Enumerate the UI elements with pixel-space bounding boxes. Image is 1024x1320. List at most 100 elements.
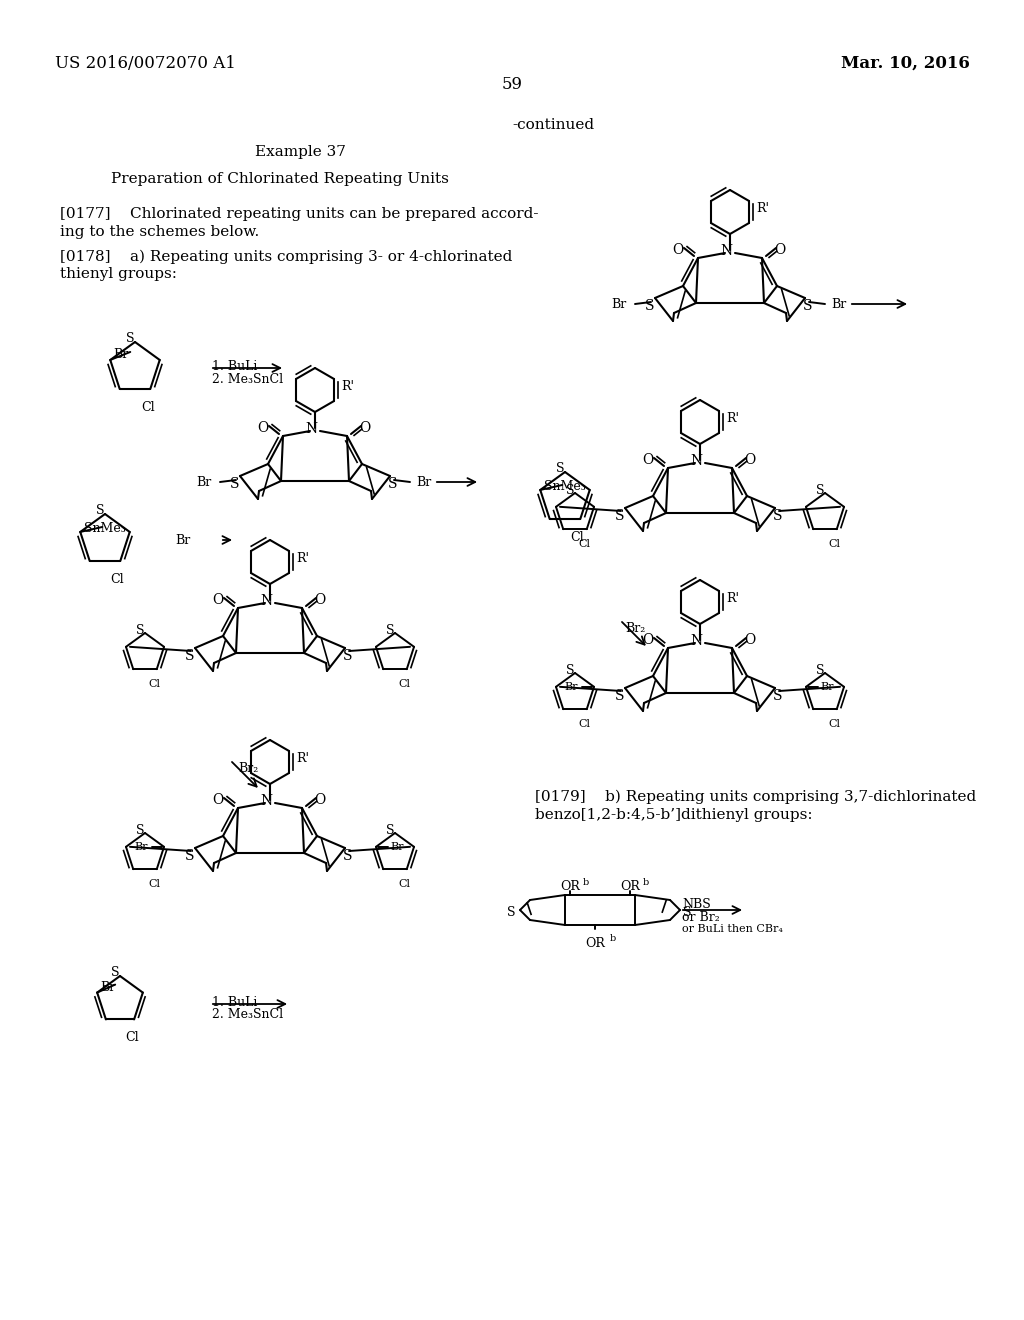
Text: N: N — [260, 795, 272, 808]
Text: S: S — [136, 623, 144, 636]
Text: O: O — [359, 421, 371, 436]
Text: OR: OR — [560, 880, 580, 894]
Text: [0179]    b) Repeating units comprising 3,7-dichlorinated: [0179] b) Repeating units comprising 3,7… — [535, 789, 976, 804]
Text: S: S — [615, 689, 625, 704]
Text: US 2016/0072070 A1: US 2016/0072070 A1 — [55, 55, 236, 73]
Text: R': R' — [726, 412, 739, 425]
Text: S: S — [386, 824, 394, 837]
Text: Br: Br — [820, 682, 834, 692]
Text: 59: 59 — [502, 77, 522, 92]
Text: S: S — [388, 477, 397, 491]
Text: Example 37: Example 37 — [255, 145, 345, 158]
Text: Br: Br — [197, 475, 212, 488]
Text: S: S — [683, 906, 691, 919]
Text: [0178]    a) Repeating units comprising 3- or 4-chlorinated: [0178] a) Repeating units comprising 3- … — [60, 249, 512, 264]
Text: S: S — [230, 477, 240, 491]
Text: S: S — [565, 664, 574, 676]
Text: NBS: NBS — [682, 898, 711, 911]
Text: N: N — [305, 422, 317, 436]
Text: S: S — [816, 664, 824, 676]
Text: S: S — [185, 849, 195, 863]
Text: R': R' — [726, 591, 739, 605]
Text: R': R' — [296, 751, 309, 764]
Text: O: O — [642, 634, 653, 647]
Text: R': R' — [296, 552, 309, 565]
Text: Cl: Cl — [579, 719, 591, 729]
Text: S: S — [773, 510, 782, 523]
Text: O: O — [774, 243, 785, 257]
Text: Cl: Cl — [398, 879, 411, 890]
Text: Br₂: Br₂ — [238, 762, 258, 775]
Text: S: S — [185, 649, 195, 663]
Text: O: O — [212, 793, 223, 807]
Text: S: S — [386, 623, 394, 636]
Text: O: O — [314, 793, 326, 807]
Text: SnMe₃: SnMe₃ — [84, 523, 126, 536]
Text: O: O — [314, 593, 326, 607]
Text: Br: Br — [175, 533, 190, 546]
Text: -continued: -continued — [512, 117, 594, 132]
Text: Br: Br — [100, 981, 116, 994]
Text: Cl: Cl — [579, 539, 591, 549]
Text: N: N — [260, 594, 272, 609]
Text: Br: Br — [611, 297, 627, 310]
Text: Cl: Cl — [398, 680, 411, 689]
Text: ing to the schemes below.: ing to the schemes below. — [60, 224, 259, 239]
Text: O: O — [257, 421, 268, 436]
Text: S: S — [136, 824, 144, 837]
Text: Br: Br — [114, 348, 129, 362]
Text: Cl: Cl — [148, 879, 161, 890]
Text: S: S — [816, 483, 824, 496]
Text: N: N — [690, 454, 702, 469]
Text: R': R' — [756, 202, 769, 214]
Text: S: S — [556, 462, 564, 475]
Text: N: N — [690, 634, 702, 648]
Text: S: S — [803, 300, 813, 313]
Text: S: S — [126, 333, 134, 346]
Text: or BuLi then CBr₄: or BuLi then CBr₄ — [682, 924, 783, 935]
Text: N: N — [720, 244, 732, 257]
Text: thienyl groups:: thienyl groups: — [60, 267, 177, 281]
Text: O: O — [744, 453, 756, 467]
Text: b: b — [610, 935, 616, 942]
Text: 2. Me₃SnCl: 2. Me₃SnCl — [212, 1008, 283, 1020]
Text: R': R' — [341, 380, 354, 392]
Text: S: S — [96, 504, 104, 517]
Text: S: S — [507, 906, 515, 919]
Text: Br₂: Br₂ — [625, 622, 645, 635]
Text: Mar. 10, 2016: Mar. 10, 2016 — [841, 55, 970, 73]
Text: O: O — [673, 243, 684, 257]
Text: or Br₂: or Br₂ — [682, 911, 720, 924]
Text: S: S — [111, 966, 119, 979]
Text: S: S — [565, 483, 574, 496]
Text: S: S — [615, 510, 625, 523]
Text: Cl: Cl — [148, 680, 161, 689]
Text: Preparation of Chlorinated Repeating Units: Preparation of Chlorinated Repeating Uni… — [111, 172, 449, 186]
Text: Cl: Cl — [125, 1031, 139, 1044]
Text: 1. BuLi: 1. BuLi — [212, 360, 257, 374]
Text: Br: Br — [416, 475, 431, 488]
Text: 1. BuLi: 1. BuLi — [212, 997, 257, 1008]
Text: S: S — [645, 300, 654, 313]
Text: OR: OR — [585, 937, 605, 950]
Text: Br: Br — [390, 842, 403, 851]
Text: S: S — [773, 689, 782, 704]
Text: O: O — [212, 593, 223, 607]
Text: O: O — [744, 634, 756, 647]
Text: Cl: Cl — [828, 539, 841, 549]
Text: Cl: Cl — [111, 573, 124, 586]
Text: b: b — [643, 878, 649, 887]
Text: S: S — [343, 849, 352, 863]
Text: Cl: Cl — [828, 719, 841, 729]
Text: O: O — [642, 453, 653, 467]
Text: Br: Br — [134, 842, 148, 851]
Text: Br: Br — [564, 682, 578, 692]
Text: Cl: Cl — [570, 531, 584, 544]
Text: benzo[1,2-b:4,5-b’]dithienyl groups:: benzo[1,2-b:4,5-b’]dithienyl groups: — [535, 808, 813, 822]
Text: SnMe₃: SnMe₃ — [545, 480, 586, 494]
Text: S: S — [343, 649, 352, 663]
Text: Cl: Cl — [141, 401, 155, 414]
Text: [0177]    Chlorinated repeating units can be prepared accord-: [0177] Chlorinated repeating units can b… — [60, 207, 539, 220]
Text: OR: OR — [621, 880, 640, 894]
Text: 2. Me₃SnCl: 2. Me₃SnCl — [212, 374, 283, 385]
